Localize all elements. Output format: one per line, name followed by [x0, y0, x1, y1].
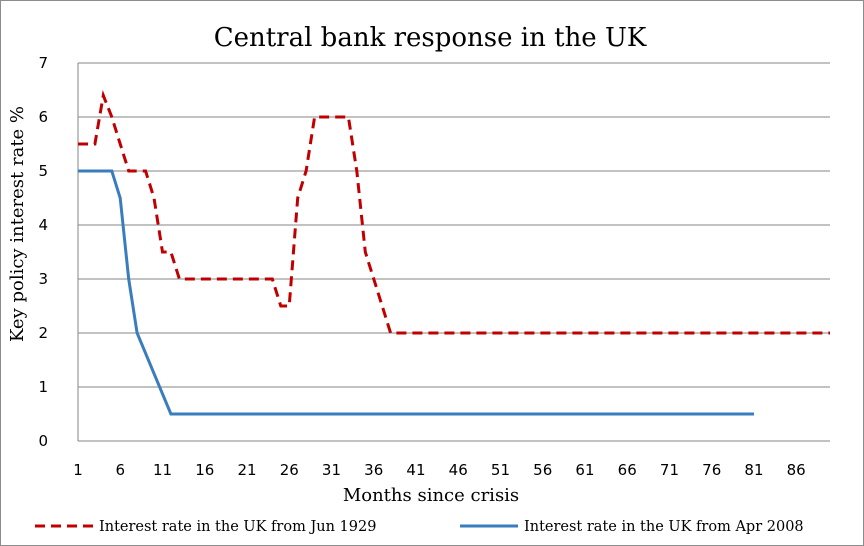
x-tick-label: 71 — [660, 461, 679, 479]
axes — [77, 63, 830, 442]
y-tick-label: 2 — [38, 324, 48, 342]
y-tick-label: 7 — [38, 54, 48, 72]
y-tick-label: 1 — [38, 378, 48, 396]
x-tick-label: 6 — [115, 461, 125, 479]
x-tick-label: 51 — [491, 461, 510, 479]
chart-title: Central bank response in the UK — [214, 23, 647, 53]
x-tick-label: 36 — [364, 461, 383, 479]
y-tick-labels: 0 1 2 3 4 5 6 7 — [38, 54, 48, 450]
x-tick-label: 86 — [787, 461, 806, 479]
legend-label-series-2: Interest rate in the UK from Apr 2008 — [524, 519, 804, 535]
y-tick-label: 3 — [38, 270, 48, 288]
y-tick-label: 5 — [38, 162, 48, 180]
x-tick-label: 41 — [406, 461, 425, 479]
legend-label-series-1: Interest rate in the UK from Jun 1929 — [99, 519, 376, 535]
series-line-2 — [78, 169, 754, 416]
x-tick-label: 16 — [195, 461, 214, 479]
y-tick-label: 0 — [38, 432, 48, 450]
x-tick-label: 46 — [449, 461, 468, 479]
x-tick-label: 61 — [575, 461, 594, 479]
x-tick-label: 81 — [744, 461, 763, 479]
x-tick-labels: 1 6 11 16 21 26 31 36 41 46 51 56 61 66 71 76 81 86 — [73, 461, 806, 479]
x-tick-label: 76 — [702, 461, 721, 479]
x-tick-label: 26 — [280, 461, 299, 479]
x-tick-label: 66 — [618, 461, 637, 479]
series-lines — [78, 89, 830, 416]
x-tick-label: 21 — [237, 461, 256, 479]
x-axis-label: Months since crisis — [343, 485, 519, 506]
x-tick-label: 31 — [322, 461, 341, 479]
x-tick-label: 11 — [153, 461, 172, 479]
y-axis-label: Key policy interest rate % — [7, 106, 28, 342]
x-tick-label: 56 — [533, 461, 552, 479]
y-tick-label: 4 — [38, 216, 48, 234]
y-tick-label: 6 — [38, 108, 48, 126]
x-tick-label: 1 — [73, 461, 83, 479]
series-line-1 — [78, 89, 830, 335]
legend: Interest rate in the UK from Jun 1929 In… — [35, 519, 804, 535]
